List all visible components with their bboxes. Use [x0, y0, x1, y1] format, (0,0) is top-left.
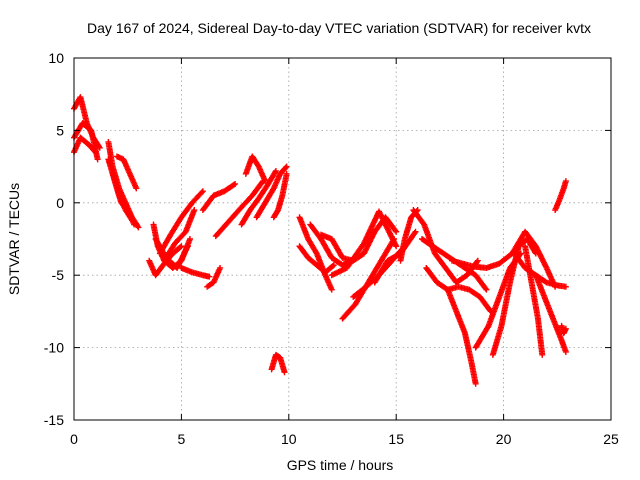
x-tick-label: 5 [178, 431, 186, 447]
x-tick-label: 10 [281, 431, 297, 447]
plot-frame [73, 57, 612, 421]
axis-ticks: 0 5 10 15 20 25 -15 -10 -5 0 5 10 [44, 50, 619, 447]
series-arc-3 [71, 134, 99, 156]
data-point [283, 170, 290, 177]
series-arc-33 [423, 264, 494, 315]
data-point [391, 236, 398, 242]
y-axis-label: SDTVAR / TECUs [6, 183, 22, 295]
series-arc-2 [71, 120, 101, 163]
data-point [184, 243, 191, 250]
y-tick-label: 5 [56, 122, 64, 138]
series-arc-6 [113, 153, 140, 192]
series-arc-17 [238, 167, 279, 228]
series-arc-41 [552, 178, 569, 214]
data-point [131, 221, 138, 228]
data-point [392, 227, 399, 234]
data-point [482, 285, 489, 292]
data-point [128, 217, 135, 224]
data-point [262, 178, 269, 185]
data-point [542, 278, 549, 285]
data-point [329, 262, 336, 269]
data-point [232, 180, 239, 187]
data-point [134, 223, 141, 230]
y-tick-label: -10 [44, 340, 64, 356]
data-point [217, 264, 224, 271]
data-point [206, 273, 213, 280]
data-point [562, 325, 569, 332]
series-arc-14 [204, 264, 224, 290]
series-arc-19 [253, 163, 290, 221]
series-arc-15 [199, 180, 239, 214]
data-point [198, 189, 205, 196]
series-arc-20 [270, 170, 290, 221]
data-point [282, 164, 289, 171]
data-point [474, 257, 481, 264]
series-arc-13 [178, 264, 213, 280]
data-point [328, 286, 335, 293]
series-arc-16 [212, 178, 267, 240]
data-points [71, 94, 569, 387]
data-point [135, 224, 142, 231]
data-point [178, 243, 185, 250]
data-point [186, 236, 193, 242]
y-tick-label: 10 [48, 50, 64, 66]
data-point [128, 215, 135, 222]
data-point [393, 243, 400, 250]
x-tick-label: 0 [70, 431, 78, 447]
series-arc-12 [161, 207, 198, 264]
x-tick-label: 20 [496, 431, 512, 447]
y-tick-label: -5 [52, 267, 65, 283]
series-arc-10 [152, 236, 191, 271]
series-arc-18 [242, 153, 269, 185]
data-point [281, 369, 288, 376]
series-arc-26 [328, 208, 400, 279]
x-tick-label: 15 [388, 431, 404, 447]
data-point [562, 348, 569, 355]
data-point [562, 283, 569, 290]
x-tick-label: 25 [603, 431, 619, 447]
data-point [411, 230, 418, 237]
series-arc-23 [296, 243, 337, 276]
data-point [272, 167, 279, 174]
data-point [133, 185, 140, 192]
x-axis-label: GPS time / hours [287, 457, 394, 473]
data-point [91, 148, 98, 155]
series-arc-7 [109, 170, 135, 224]
data-point [483, 286, 490, 293]
data-point [532, 250, 539, 257]
data-point [283, 163, 290, 170]
data-point [472, 380, 479, 387]
y-tick-label: 0 [56, 195, 64, 211]
data-point [562, 178, 569, 185]
data-point [412, 228, 419, 235]
data-point [539, 351, 546, 358]
y-tick-label: -15 [44, 412, 64, 428]
data-point [191, 207, 198, 214]
data-point [92, 149, 99, 156]
data-point [230, 181, 237, 188]
series-arc-39 [522, 243, 546, 358]
data-point [177, 244, 184, 251]
series-arc-34 [444, 286, 479, 387]
series-arc-11 [156, 188, 206, 257]
series-arc-42 [558, 322, 569, 337]
data-point [94, 156, 101, 163]
data-point [330, 262, 337, 269]
chart-title: Day 167 of 2024, Sidereal Day-to-day VTE… [87, 20, 591, 36]
series-arc-40 [532, 272, 569, 355]
data-point [393, 228, 400, 235]
series-arc-21 [268, 351, 288, 376]
series-arc-29 [371, 228, 419, 286]
data-point [199, 188, 206, 195]
series-arc-37 [489, 236, 539, 358]
